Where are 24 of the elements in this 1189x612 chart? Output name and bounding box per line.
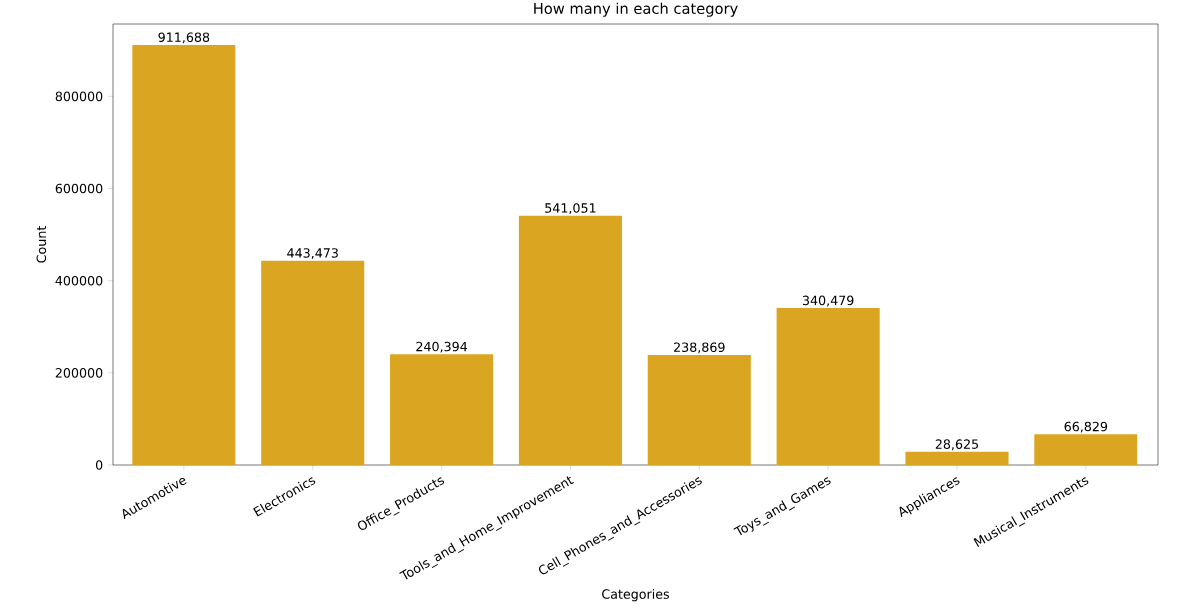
- x-axis-title: Categories: [602, 589, 670, 602]
- y-tick-label: 600000: [55, 183, 103, 194]
- bar: [390, 354, 494, 465]
- bar: [776, 308, 880, 465]
- data-label: 443,473: [287, 248, 338, 260]
- y-tick-label: 200000: [55, 368, 103, 378]
- y-tick-label: 400000: [55, 275, 103, 286]
- data-label: 240,394: [416, 341, 468, 353]
- bar: [132, 44, 236, 465]
- data-label: 541,051: [545, 203, 596, 215]
- chart-title: How many in each category: [534, 2, 738, 17]
- y-axis-title: Count: [36, 225, 47, 263]
- y-tick-label: 0: [95, 460, 103, 470]
- data-label: 66,829: [1064, 421, 1108, 433]
- y-tick-label: 800000: [55, 91, 103, 102]
- bar: [647, 354, 751, 465]
- data-label: 911,688: [158, 32, 210, 44]
- data-label: 340,479: [802, 295, 854, 307]
- bar: [518, 215, 622, 465]
- data-label: 238,869: [674, 342, 725, 354]
- bar: [905, 451, 1009, 465]
- bar: [261, 260, 365, 465]
- bar: [1034, 434, 1138, 465]
- data-label: 28,625: [935, 439, 979, 451]
